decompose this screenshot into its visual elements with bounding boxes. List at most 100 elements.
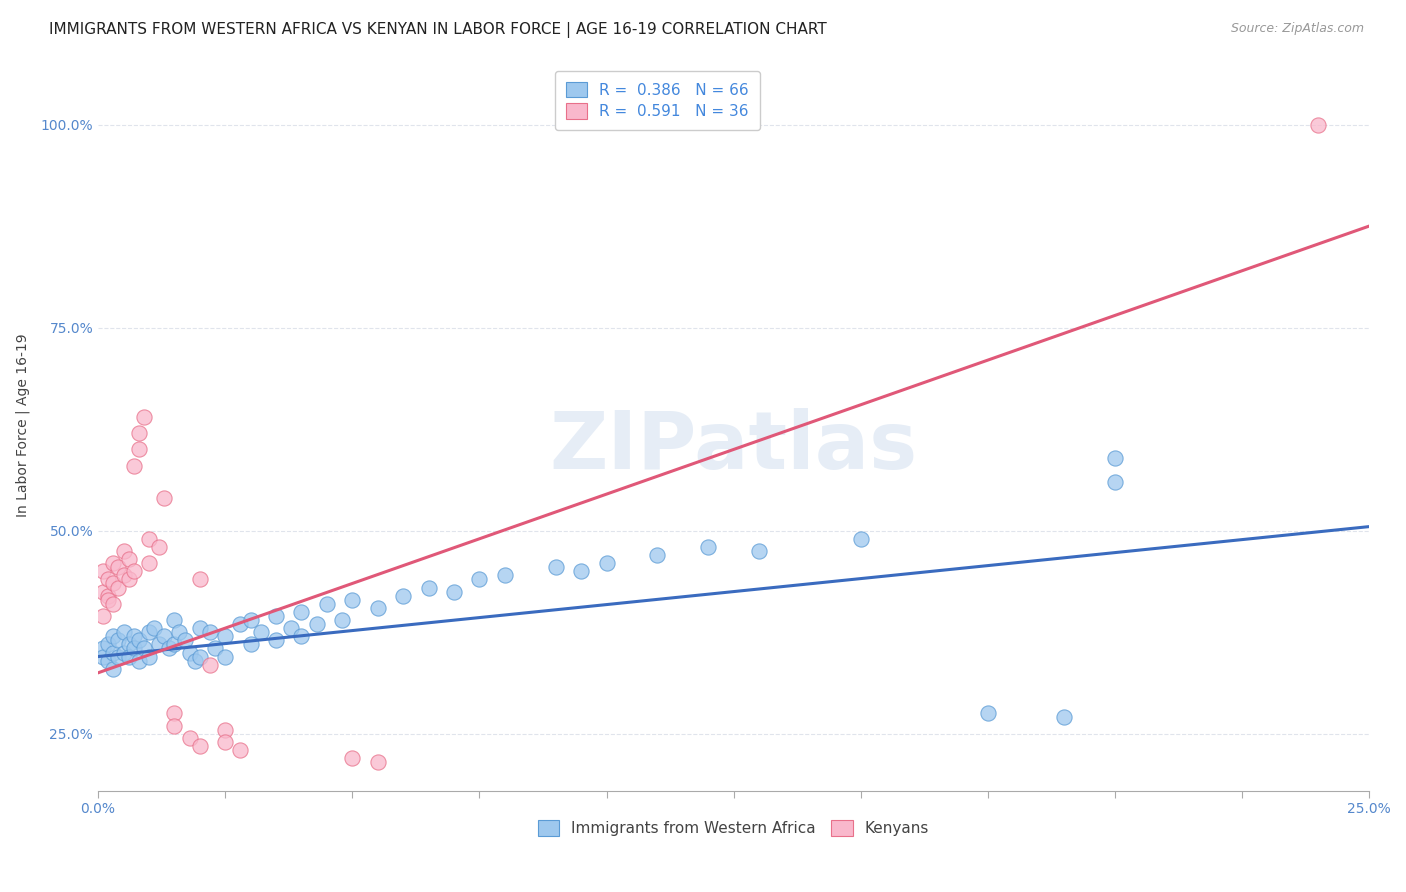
Point (179, 646, 201, 660)
Point (107, 581, 129, 595)
Point (1308, 118, 1330, 132)
Point (367, 755, 389, 769)
Point (103, 646, 125, 660)
Point (153, 491, 176, 506)
Point (97, 654, 120, 668)
Point (229, 743, 252, 757)
Point (91, 609, 114, 624)
Point (494, 568, 516, 582)
Point (91, 584, 114, 599)
Point (97, 637, 120, 651)
Point (342, 751, 364, 765)
Point (163, 718, 186, 732)
Point (122, 458, 145, 473)
Point (112, 568, 135, 582)
Point (229, 617, 252, 632)
Point (91, 641, 114, 656)
Point (198, 657, 221, 672)
Point (153, 629, 176, 643)
Point (107, 649, 129, 664)
Y-axis label: In Labor Force | Age 16-19: In Labor Force | Age 16-19 (15, 334, 30, 516)
Point (290, 629, 312, 643)
Point (107, 633, 129, 648)
Point (239, 613, 262, 627)
Point (305, 617, 328, 632)
Point (97, 592, 120, 607)
Point (280, 621, 302, 635)
Point (103, 597, 125, 611)
Point (179, 731, 201, 745)
Point (1053, 710, 1076, 724)
Point (128, 633, 150, 648)
Point (148, 637, 170, 651)
Point (748, 544, 770, 558)
Point (138, 556, 160, 570)
Point (163, 706, 186, 721)
Point (214, 649, 236, 664)
Point (214, 629, 236, 643)
Point (249, 625, 271, 640)
Point (290, 605, 312, 619)
Text: IMMIGRANTS FROM WESTERN AFRICA VS KENYAN IN LABOR FORCE | AGE 16-19 CORRELATION : IMMIGRANTS FROM WESTERN AFRICA VS KENYAN… (49, 22, 827, 38)
Point (97, 573, 120, 587)
Point (97, 589, 120, 603)
Legend: Immigrants from Western Africa, Kenyans: Immigrants from Western Africa, Kenyans (529, 811, 939, 845)
Point (169, 625, 191, 640)
Point (468, 573, 491, 587)
Point (569, 564, 592, 578)
Point (647, 548, 669, 562)
Point (117, 649, 139, 664)
Point (157, 641, 180, 656)
Point (132, 409, 155, 424)
Point (849, 532, 872, 546)
Point (214, 723, 236, 737)
Point (112, 625, 135, 640)
Point (132, 641, 155, 656)
Point (107, 560, 129, 574)
Point (128, 654, 150, 668)
Point (264, 609, 287, 624)
Text: Source: ZipAtlas.com: Source: ZipAtlas.com (1230, 22, 1364, 36)
Point (128, 426, 150, 441)
Point (214, 735, 236, 749)
Point (264, 633, 287, 648)
Point (977, 706, 1000, 721)
Point (595, 556, 617, 570)
Point (330, 613, 353, 627)
Point (163, 613, 186, 627)
Point (342, 592, 364, 607)
Point (112, 646, 135, 660)
Point (117, 552, 139, 566)
Point (188, 649, 211, 664)
Point (91, 649, 114, 664)
Point (122, 641, 145, 656)
Point (103, 556, 125, 570)
Point (138, 532, 160, 546)
Text: ZIPatlas: ZIPatlas (550, 408, 918, 486)
Point (204, 641, 226, 656)
Point (128, 442, 150, 457)
Point (188, 621, 211, 635)
Point (117, 573, 139, 587)
Point (91, 564, 114, 578)
Point (392, 589, 415, 603)
Point (188, 573, 211, 587)
Point (103, 629, 125, 643)
Point (443, 584, 465, 599)
Point (198, 625, 221, 640)
Point (697, 540, 720, 554)
Point (315, 597, 337, 611)
Point (122, 564, 145, 578)
Point (239, 637, 262, 651)
Point (103, 662, 125, 676)
Point (188, 739, 211, 753)
Point (173, 633, 195, 648)
Point (143, 621, 166, 635)
Point (138, 625, 160, 640)
Point (163, 637, 186, 651)
Point (183, 654, 205, 668)
Point (112, 544, 135, 558)
Point (1104, 475, 1126, 489)
Point (122, 629, 145, 643)
Point (148, 540, 170, 554)
